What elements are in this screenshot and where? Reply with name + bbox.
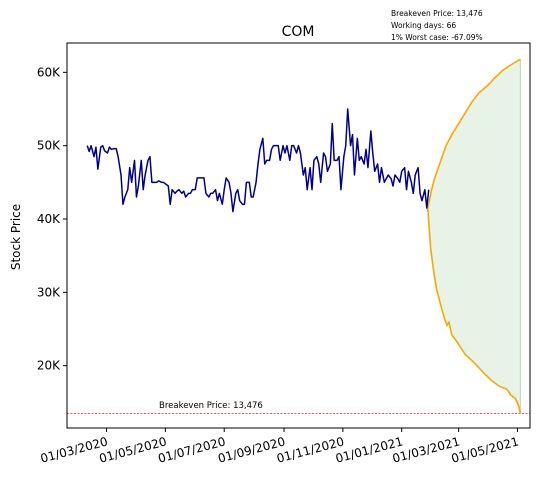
plot-area xyxy=(67,58,530,414)
forecast-upper-line xyxy=(426,58,521,209)
price-line xyxy=(86,108,430,213)
forecast-band xyxy=(427,59,521,414)
y-tick-label: 40K xyxy=(37,212,61,226)
y-axis-label: Stock Price xyxy=(9,204,23,270)
y-tick-label: 20K xyxy=(37,359,61,373)
annotation-working-days: Working days: 66 xyxy=(391,21,456,30)
breakeven-label: Breakeven Price: 13,476 xyxy=(159,401,263,411)
annotation-worst-case: 1% Worst case: -67.09% xyxy=(391,33,483,42)
y-tick-label: 50K xyxy=(37,139,61,153)
annotation-breakeven: Breakeven Price: 13,476 xyxy=(391,9,483,18)
chart-title: COM xyxy=(282,24,315,40)
y-tick-label: 30K xyxy=(37,285,61,299)
y-tick-label: 60K xyxy=(37,65,61,79)
forecast-lower-line xyxy=(426,207,522,414)
plot-frame xyxy=(66,42,531,429)
